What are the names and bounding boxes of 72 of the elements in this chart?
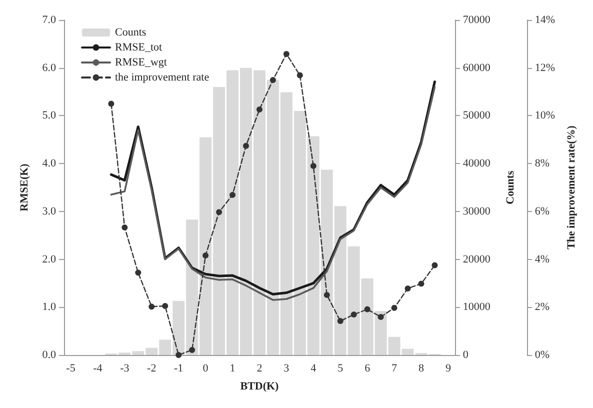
y3-tick-label: 12%: [534, 62, 556, 74]
x-tick-label: 9: [445, 362, 452, 374]
y2-tick-label: 10000: [462, 301, 491, 314]
point: [148, 304, 155, 310]
legend-label: RMSE_wgt: [115, 56, 167, 68]
y-tick-label: 2.0: [42, 253, 56, 266]
y3-tick-label: 6%: [534, 205, 550, 218]
legend-label: RMSE_tot: [115, 42, 162, 54]
point: [256, 106, 262, 112]
point: [432, 262, 438, 268]
y2-tick-label: 50000: [462, 110, 491, 122]
y2-tick-label: 70000: [462, 14, 491, 26]
y2-tick-label: 0: [462, 349, 469, 361]
x-tick-label: 4: [310, 362, 317, 374]
x-tick-label: 3: [284, 362, 290, 374]
x-tick-label: -1: [174, 362, 184, 374]
y2-tick-label: 20000: [462, 253, 491, 266]
legend-label: Counts: [115, 26, 146, 38]
y3-tick-label: 14%: [534, 14, 556, 26]
point: [350, 312, 357, 318]
y2-tick-label: 30000: [462, 205, 491, 218]
point: [176, 352, 182, 358]
point: [310, 162, 316, 169]
x-tick-label: -3: [120, 362, 130, 374]
y-axis-title: RMSE(K): [18, 163, 30, 212]
y3-axis-title: The improvement rate(%): [566, 125, 578, 250]
y2-tick-label: 60000: [462, 62, 491, 74]
point: [242, 142, 249, 149]
y-tick-label: 7.0: [42, 14, 56, 26]
point: [108, 100, 114, 107]
x-tick-label: -2: [147, 362, 156, 374]
y3-tick-label: 2%: [534, 301, 550, 314]
x-tick-label: -4: [93, 362, 103, 374]
y2-tick-label: 40000: [462, 158, 491, 170]
x-tick-label: 1: [230, 362, 236, 374]
y3-tick-label: 10%: [534, 110, 556, 122]
y-tick-label: 3.0: [42, 205, 56, 218]
x-tick-label: 8: [418, 362, 424, 374]
y-tick-label: 0.0: [42, 349, 56, 361]
point: [230, 192, 236, 198]
point: [202, 252, 209, 258]
point: [404, 285, 411, 292]
x-axis-title: BTD(K): [240, 380, 280, 392]
point: [324, 292, 330, 298]
point: [364, 306, 370, 312]
point: [391, 304, 398, 311]
x-tick-label: 2: [256, 362, 262, 374]
point: [270, 77, 276, 84]
point: [296, 72, 303, 78]
y3-tick-label: 0%: [534, 349, 550, 361]
y3-tick-label: 4%: [534, 253, 550, 266]
x-tick-label: 5: [338, 362, 344, 374]
point: [122, 224, 128, 230]
y-tick-label: 5.0: [42, 110, 56, 122]
x-tick-label: 6: [364, 362, 371, 374]
point: [418, 280, 424, 287]
y3-tick-label: 8%: [534, 158, 550, 170]
x-tick-label: -5: [66, 362, 76, 374]
y-tick-label: 1.0: [42, 301, 56, 314]
x-tick-label: 0: [202, 362, 209, 374]
y-tick-label: 6.0: [42, 62, 56, 74]
point: [378, 314, 384, 320]
point: [135, 270, 142, 276]
point: [283, 50, 290, 57]
legend-label: the improvement rate: [115, 72, 210, 84]
y2-axis-title: Counts: [504, 170, 516, 204]
point: [189, 346, 196, 353]
x-tick-label: 7: [392, 362, 398, 374]
point: [216, 209, 222, 216]
point: [162, 302, 168, 309]
point: [337, 318, 344, 324]
y-tick-label: 4.0: [42, 158, 56, 170]
